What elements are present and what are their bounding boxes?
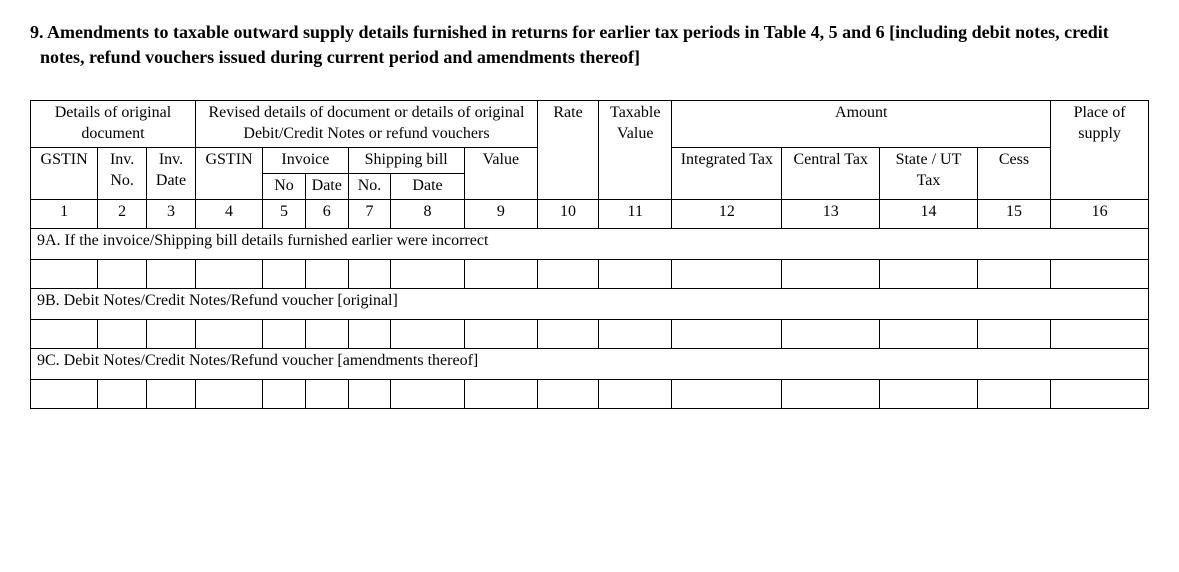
cell	[538, 259, 599, 288]
table-row	[31, 379, 1149, 408]
table-row	[31, 259, 1149, 288]
col-num-3: 3	[147, 199, 196, 228]
hdr-rev-gstin: GSTIN	[195, 147, 262, 199]
col-num-15: 15	[977, 199, 1050, 228]
section-9a-row: 9A. If the invoice/Shipping bill details…	[31, 228, 1149, 259]
cell	[599, 319, 672, 348]
cell	[147, 259, 196, 288]
cell	[464, 259, 537, 288]
cell	[672, 379, 782, 408]
cell	[880, 379, 978, 408]
col-num-8: 8	[391, 199, 464, 228]
hdr-rev-inv-no: No	[263, 173, 306, 199]
cell	[348, 379, 391, 408]
hdr-rev-shipping: Shipping bill	[348, 147, 464, 173]
cell	[464, 319, 537, 348]
hdr-cess: Cess	[977, 147, 1050, 199]
cell	[977, 259, 1050, 288]
cell	[977, 319, 1050, 348]
hdr-rate: Rate	[538, 101, 599, 199]
col-num-4: 4	[195, 199, 262, 228]
cell	[31, 319, 98, 348]
col-num-2: 2	[98, 199, 147, 228]
col-num-12: 12	[672, 199, 782, 228]
amendments-table: Details of original document Revised det…	[30, 100, 1149, 408]
col-num-1: 1	[31, 199, 98, 228]
cell	[98, 379, 147, 408]
cell	[98, 259, 147, 288]
cell	[391, 319, 464, 348]
table-row	[31, 319, 1149, 348]
col-num-9: 9	[464, 199, 537, 228]
cell	[782, 259, 880, 288]
hdr-orig-gstin: GSTIN	[31, 147, 98, 199]
hdr-rev-ship-date: Date	[391, 173, 464, 199]
cell	[147, 319, 196, 348]
hdr-orig-doc: Details of original document	[31, 101, 196, 148]
cell	[464, 379, 537, 408]
cell	[263, 379, 306, 408]
cell	[147, 379, 196, 408]
cell	[880, 259, 978, 288]
section-9b-label: 9B. Debit Notes/Credit Notes/Refund vouc…	[31, 288, 1149, 319]
cell	[599, 259, 672, 288]
cell	[672, 319, 782, 348]
cell	[263, 319, 306, 348]
cell	[263, 259, 306, 288]
section-9a-label: 9A. If the invoice/Shipping bill details…	[31, 228, 1149, 259]
cell	[672, 259, 782, 288]
hdr-taxable-value: Taxable Value	[599, 101, 672, 199]
cell	[391, 259, 464, 288]
cell	[391, 379, 464, 408]
header-row-1: Details of original document Revised det…	[31, 101, 1149, 148]
section-heading: 9. Amendments to taxable outward supply …	[30, 20, 1149, 70]
hdr-orig-inv-date: Inv. Date	[147, 147, 196, 199]
hdr-rev-value: Value	[464, 147, 537, 199]
cell	[880, 319, 978, 348]
cell	[538, 319, 599, 348]
cell	[195, 319, 262, 348]
cell	[31, 259, 98, 288]
hdr-amount: Amount	[672, 101, 1051, 148]
col-num-11: 11	[599, 199, 672, 228]
cell	[98, 319, 147, 348]
hdr-central-tax: Central Tax	[782, 147, 880, 199]
cell	[782, 319, 880, 348]
hdr-orig-inv-no: Inv. No.	[98, 147, 147, 199]
hdr-rev-inv-date: Date	[305, 173, 348, 199]
col-num-5: 5	[263, 199, 306, 228]
cell	[977, 379, 1050, 408]
col-num-7: 7	[348, 199, 391, 228]
hdr-rev-invoice: Invoice	[263, 147, 349, 173]
col-num-10: 10	[538, 199, 599, 228]
cell	[195, 379, 262, 408]
cell	[305, 379, 348, 408]
column-number-row: 1 2 3 4 5 6 7 8 9 10 11 12 13 14 15 16	[31, 199, 1149, 228]
hdr-integrated-tax: Integrated Tax	[672, 147, 782, 199]
cell	[305, 319, 348, 348]
col-num-6: 6	[305, 199, 348, 228]
hdr-place-of-supply: Place of supply	[1051, 101, 1149, 199]
cell	[348, 259, 391, 288]
cell	[1051, 379, 1149, 408]
section-9c-row: 9C. Debit Notes/Credit Notes/Refund vouc…	[31, 348, 1149, 379]
cell	[538, 379, 599, 408]
hdr-rev-ship-no: No.	[348, 173, 391, 199]
hdr-state-ut-tax: State / UT Tax	[880, 147, 978, 199]
cell	[1051, 259, 1149, 288]
cell	[305, 259, 348, 288]
col-num-16: 16	[1051, 199, 1149, 228]
cell	[782, 379, 880, 408]
cell	[195, 259, 262, 288]
col-num-13: 13	[782, 199, 880, 228]
section-9b-row: 9B. Debit Notes/Credit Notes/Refund vouc…	[31, 288, 1149, 319]
cell	[348, 319, 391, 348]
hdr-revised: Revised details of document or details o…	[195, 101, 537, 148]
cell	[599, 379, 672, 408]
cell	[31, 379, 98, 408]
section-9c-label: 9C. Debit Notes/Credit Notes/Refund vouc…	[31, 348, 1149, 379]
col-num-14: 14	[880, 199, 978, 228]
cell	[1051, 319, 1149, 348]
